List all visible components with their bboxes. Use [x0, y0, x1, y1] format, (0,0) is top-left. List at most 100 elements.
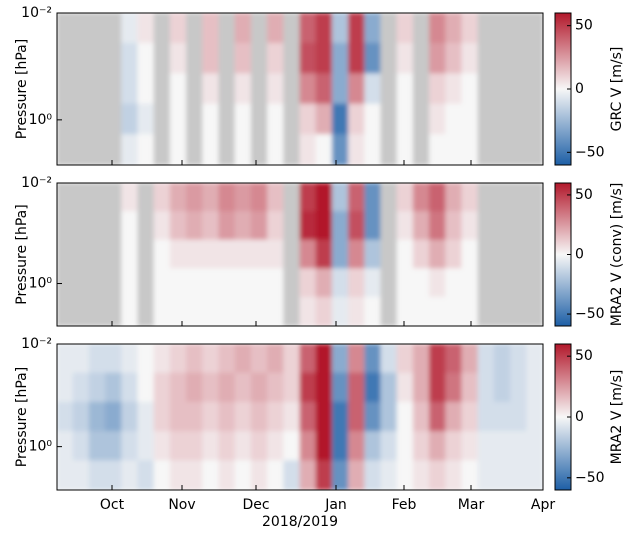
cell [493, 296, 512, 326]
cell [57, 344, 74, 374]
cell [429, 183, 447, 213]
cell [364, 344, 382, 374]
cell [105, 268, 123, 298]
cell [153, 183, 171, 213]
cell [283, 211, 301, 241]
cell [105, 42, 123, 75]
cell [380, 134, 398, 165]
cell [137, 401, 155, 433]
cell [137, 344, 155, 374]
cell [186, 268, 204, 298]
cell [250, 13, 269, 44]
cell [461, 401, 479, 433]
cell [348, 183, 366, 213]
cell [121, 239, 139, 270]
cell [364, 42, 382, 75]
cell [412, 13, 431, 44]
cell [153, 211, 171, 241]
cell [348, 401, 366, 433]
cell [57, 211, 74, 241]
cell [429, 344, 447, 374]
cell [121, 183, 139, 213]
cell [88, 268, 107, 298]
cell [412, 401, 431, 433]
cell [105, 103, 123, 136]
cell [153, 460, 171, 490]
cell [445, 13, 463, 44]
cell [283, 268, 301, 298]
cell [234, 42, 252, 75]
y-tick-label: 10⁰ [29, 276, 53, 292]
colorbar-tick-label: 0 [575, 247, 584, 263]
cell [137, 103, 155, 136]
cell [445, 73, 463, 105]
cell [477, 13, 495, 44]
cell [526, 73, 543, 105]
cell [315, 401, 333, 433]
cell [299, 401, 317, 433]
cell [380, 42, 398, 75]
cell [283, 431, 301, 462]
cell [57, 73, 74, 105]
cell [202, 296, 220, 326]
cell [331, 401, 350, 433]
cell [493, 73, 512, 105]
cell [348, 211, 366, 241]
cell [153, 296, 171, 326]
cell [364, 239, 382, 270]
cell [202, 13, 220, 44]
cell [461, 344, 479, 374]
cell [299, 372, 317, 403]
cell [121, 103, 139, 136]
cell [202, 134, 220, 165]
cell [234, 103, 252, 136]
cell [429, 13, 447, 44]
cell [283, 296, 301, 326]
cell [461, 460, 479, 490]
cell [364, 183, 382, 213]
cell [461, 431, 479, 462]
x-tick-label: Nov [168, 497, 195, 513]
cell [461, 211, 479, 241]
cell [331, 372, 350, 403]
cell [105, 211, 123, 241]
cell [218, 372, 236, 403]
cell [493, 372, 512, 403]
cell [364, 372, 382, 403]
cell [202, 372, 220, 403]
cell [493, 460, 512, 490]
cell [526, 42, 543, 75]
cell [57, 268, 74, 298]
cell [331, 431, 350, 462]
cell [364, 268, 382, 298]
y-tick-label: 10⁻² [21, 336, 52, 352]
cell [121, 211, 139, 241]
cell [461, 103, 479, 136]
cell [234, 183, 252, 213]
cell [88, 13, 107, 44]
cell [510, 134, 528, 165]
cell [267, 13, 285, 44]
cell [72, 268, 90, 298]
cell [299, 296, 317, 326]
cell [364, 103, 382, 136]
cell [299, 239, 317, 270]
cell [202, 183, 220, 213]
cell [186, 211, 204, 241]
cell [267, 296, 285, 326]
cell [169, 183, 188, 213]
cell [137, 460, 155, 490]
cell [510, 103, 528, 136]
cell [137, 296, 155, 326]
cell [105, 344, 123, 374]
cell [412, 431, 431, 462]
cell [315, 134, 333, 165]
cell [493, 239, 512, 270]
cell [396, 183, 414, 213]
cells [57, 183, 543, 326]
cell [331, 42, 350, 75]
cell [267, 401, 285, 433]
cell [510, 42, 528, 75]
cell [461, 239, 479, 270]
